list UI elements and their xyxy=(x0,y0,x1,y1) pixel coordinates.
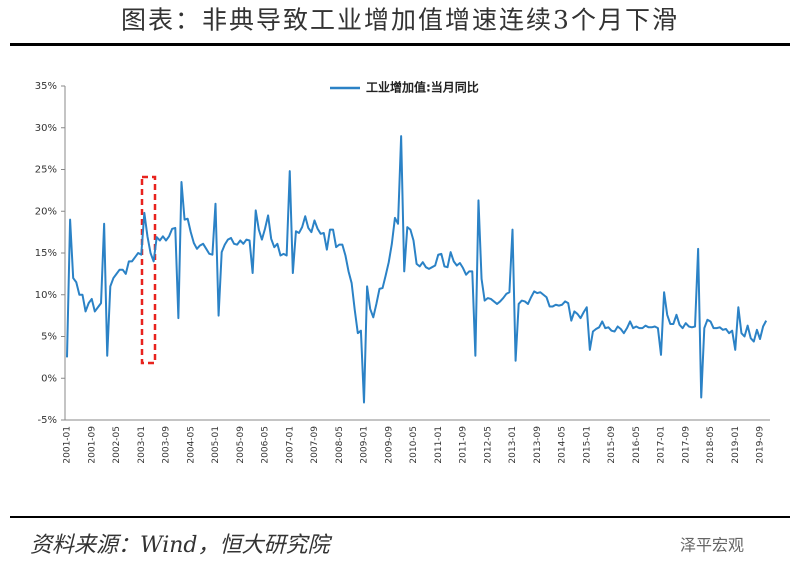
x-tick-label: 2015-01 xyxy=(582,426,592,464)
x-tick-label: 2003-01 xyxy=(137,426,147,464)
y-tick-label: 25% xyxy=(35,165,57,176)
x-tick-label: 2007-09 xyxy=(310,426,320,464)
legend-label: 工业增加值:当月同比 xyxy=(366,80,479,95)
x-tick-label: 2013-01 xyxy=(508,426,518,464)
y-tick-label: -5% xyxy=(38,415,57,426)
x-tick-label: 2011-09 xyxy=(459,426,469,464)
y-tick-label: 15% xyxy=(35,248,57,259)
line-series xyxy=(66,135,768,404)
highlight-box xyxy=(140,175,157,365)
y-tick-label: 35% xyxy=(35,81,57,92)
title-rule xyxy=(10,43,790,46)
x-tick-label: 2006-05 xyxy=(261,426,271,464)
x-tick-label: 2013-09 xyxy=(533,426,543,464)
source-rule xyxy=(10,516,790,518)
x-tick-label: 2016-05 xyxy=(632,426,642,464)
x-tick-label: 2008-05 xyxy=(335,426,345,464)
x-tick-label: 2017-09 xyxy=(681,426,691,464)
x-tick-label: 2015-09 xyxy=(607,426,617,464)
x-tick-label: 2009-09 xyxy=(384,426,394,464)
x-tick-label: 2004-05 xyxy=(186,426,196,464)
y-tick-label: 0% xyxy=(41,373,57,384)
x-tick-label: 2001-01 xyxy=(63,426,73,464)
x-tick-label: 2011-01 xyxy=(434,426,444,464)
x-tick-label: 2002-05 xyxy=(112,426,122,464)
y-tick-label: 20% xyxy=(35,206,57,217)
x-tick-label: 2018-05 xyxy=(706,426,716,464)
y-tick-label: 10% xyxy=(35,290,57,301)
x-tick-label: 2019-09 xyxy=(756,426,766,464)
x-tick-label: 2010-05 xyxy=(409,426,419,464)
x-tick-label: 2001-09 xyxy=(87,426,97,464)
x-tick-label: 2009-01 xyxy=(360,426,370,464)
x-tick-label: 2005-09 xyxy=(236,426,246,464)
watermark: 泽平宏观 xyxy=(680,536,744,555)
x-tick-label: 2003-09 xyxy=(162,426,172,464)
y-tick-label: 5% xyxy=(41,332,57,343)
chart-title: 图表：非典导致工业增加值增速连续3个月下滑 xyxy=(121,6,679,35)
source: 资料来源：Wind，恒大研究院 xyxy=(30,533,333,558)
x-tick-label: 2012-05 xyxy=(483,426,493,464)
x-tick-label: 2014-05 xyxy=(558,426,568,464)
y-tick-label: 30% xyxy=(35,123,57,134)
x-tick-label: 2017-01 xyxy=(657,426,667,464)
x-tick-label: 2005-01 xyxy=(211,426,221,464)
x-tick-label: 2007-01 xyxy=(285,426,295,464)
x-tick-label: 2019-01 xyxy=(731,426,741,464)
